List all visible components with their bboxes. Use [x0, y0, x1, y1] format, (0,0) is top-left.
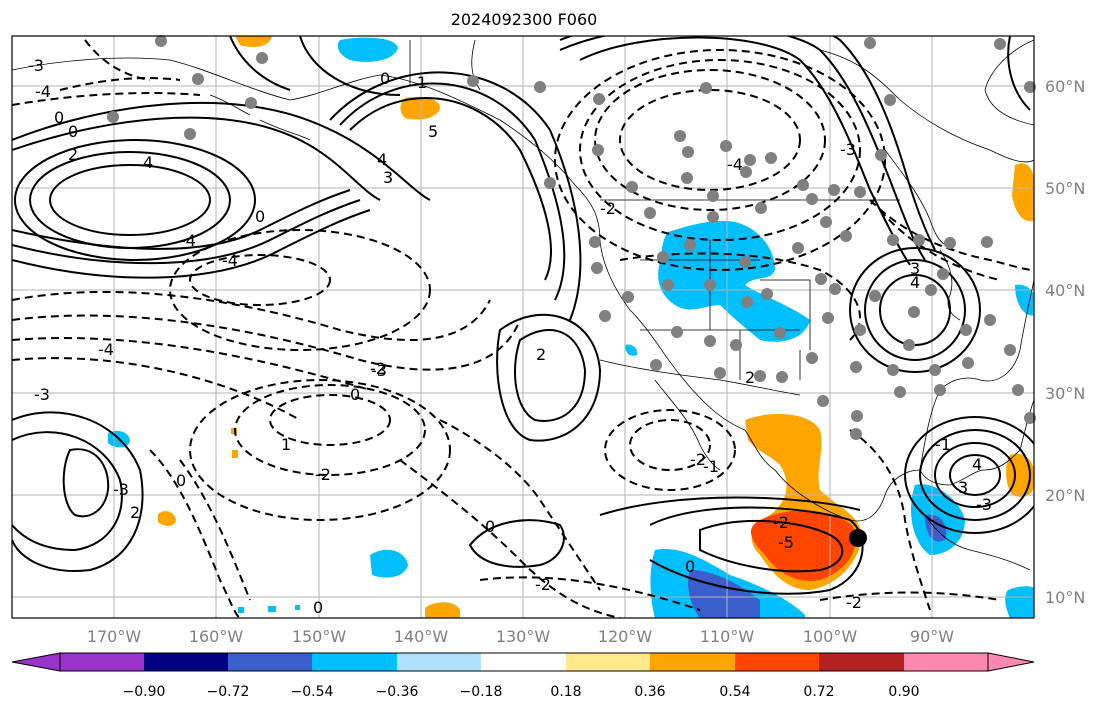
contour-label: 3 [910, 259, 920, 278]
coastlines [12, 39, 1034, 571]
lat-label-60n: 60°N [1045, 77, 1086, 96]
contour-label: 0 [176, 471, 186, 490]
colorbar-segment [481, 653, 566, 671]
colorbar-segment [228, 653, 312, 671]
colorbar-tick-label: 0.36 [634, 684, 666, 700]
lat-label-50n: 50°N [1045, 179, 1086, 198]
colorbar-tick-label: −0.54 [290, 684, 334, 700]
contour-label: 2 [745, 368, 755, 387]
contour-label: -4 [180, 231, 196, 250]
colorbar-segment [650, 653, 735, 671]
lon-label-120w: 120°W [597, 627, 653, 646]
lat-label-40n: 40°N [1045, 281, 1086, 300]
lat-label-10n: 10°N [1045, 588, 1086, 607]
colorbar-segment [566, 653, 650, 671]
lat-label-30n: 30°N [1045, 384, 1086, 403]
dashed-contours [12, 39, 1034, 618]
contour-label: -4 [222, 251, 238, 270]
colorbar-tick-label: 0.18 [550, 684, 582, 700]
contour-label: -2 [690, 450, 706, 469]
contour-label: 4 [972, 455, 982, 474]
contour-label: -4 [35, 82, 51, 101]
contour-label: -4 [727, 155, 743, 174]
contour-label: -5 [778, 533, 794, 552]
lon-label-140w: 140°W [393, 627, 449, 646]
contour-label: 0 [313, 598, 323, 617]
colorbar-frame [59, 652, 989, 672]
contour-label: 1 [417, 73, 427, 92]
contour-label: -1 [935, 435, 951, 454]
contour-label: -2 [600, 199, 616, 218]
colorbar-segment [735, 653, 819, 671]
contour-label: 0 [68, 122, 78, 141]
contour-label: 0 [255, 207, 265, 226]
contour-label: 5 [428, 122, 438, 141]
colorbar-tick-label: −0.36 [375, 684, 419, 700]
contour-label: 0 [54, 108, 64, 127]
contour-label: 0 [485, 517, 495, 536]
lon-label-160w: 160°W [188, 627, 244, 646]
contour-label: -2 [370, 359, 386, 378]
contour-label: -2 [535, 575, 551, 594]
contour-label: 0 [380, 69, 390, 88]
contour-label: -4 [98, 340, 114, 359]
storm-center-marker [849, 529, 867, 547]
contour-label: 3 [383, 168, 393, 187]
contour-label: -2 [846, 593, 862, 612]
colorbar-max-triangle [987, 652, 1035, 672]
contour-label: -1 [703, 457, 719, 476]
lon-label-110w: 110°W [699, 627, 755, 646]
solid-contours [12, 36, 1034, 595]
contour-label: 4 [377, 150, 387, 169]
contour-label: 2 [130, 503, 140, 522]
contour-label: 2 [536, 345, 546, 364]
contour-label: -3 [840, 140, 856, 159]
lon-label-150w: 150°W [291, 627, 347, 646]
station-dots [107, 35, 1036, 440]
lon-label-90w: 90°W [909, 627, 955, 646]
contour-label: 4 [143, 153, 153, 172]
colorbar-tick-label: −0.18 [459, 684, 503, 700]
contour-label: -2 [773, 513, 789, 532]
contour-label: 0 [350, 385, 360, 404]
colorbar-segment [397, 653, 481, 671]
colorbar [11, 652, 1035, 672]
map-title: 2024092300 F060 [450, 10, 598, 29]
contour-label: -3 [34, 385, 50, 404]
contour-label: 3 [958, 478, 968, 497]
contour-label: -3 [113, 480, 129, 499]
colorbar-min-triangle [11, 652, 61, 672]
contour-label: -3 [28, 56, 44, 75]
colorbar-segment [819, 653, 904, 671]
filled-anomalies [108, 36, 1034, 618]
colorbar-segment [60, 653, 144, 671]
colorbar-tick-label: 0.72 [803, 684, 835, 700]
colorbar-segment [312, 653, 397, 671]
contour-label: -3 [976, 495, 992, 514]
contour-label: -3 [371, 361, 387, 380]
colorbar-tick-label: 0.54 [719, 684, 751, 700]
map-frame [11, 35, 1035, 619]
colorbar-tick-label: 0.90 [888, 684, 920, 700]
contour-labels: 0 2 0 5 4 -4 4 0 0 -3 3 2 -4 4 -4 -4 -4 … [28, 56, 992, 617]
contour-label: -2 [315, 465, 331, 484]
colorbar-tick-label: −0.72 [206, 684, 250, 700]
contour-label: 0 [685, 557, 695, 576]
lat-label-20n: 20°N [1045, 486, 1086, 505]
lon-label-170w: 170°W [86, 627, 142, 646]
lon-label-100w: 100°W [802, 627, 858, 646]
colorbar-tick-label: −0.90 [122, 684, 166, 700]
contour-label: 1 [281, 435, 291, 454]
contour-label: 4 [910, 273, 920, 292]
colorbar-segment [144, 653, 228, 671]
contour-label: 2 [68, 145, 78, 164]
colorbar-segment [904, 653, 988, 671]
lon-label-130w: 130°W [495, 627, 551, 646]
